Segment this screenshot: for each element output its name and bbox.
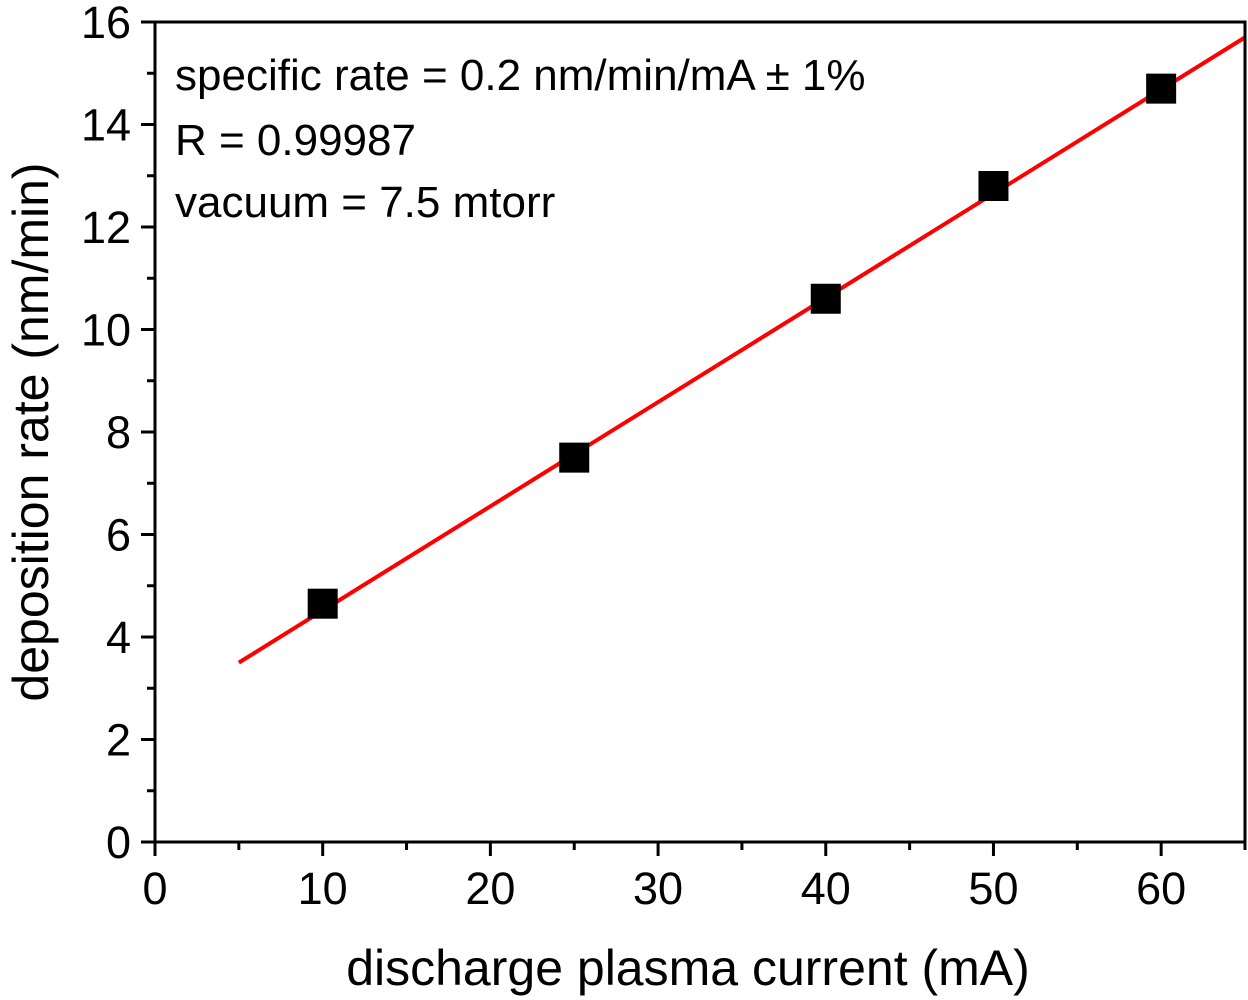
x-tick-label: 0 xyxy=(142,863,167,914)
x-tick-label: 10 xyxy=(298,863,348,914)
points-layer xyxy=(307,73,1177,619)
y-tick-label: 0 xyxy=(106,817,131,868)
x-tick-label: 40 xyxy=(801,863,851,914)
data-point xyxy=(1146,73,1177,104)
y-tick-label: 4 xyxy=(106,612,131,663)
y-tick-label: 2 xyxy=(106,715,131,766)
annotation-vacuum: vacuum = 7.5 mtorr xyxy=(175,178,555,227)
tick-labels: 0 10 20 30 40 50 60 0 2 4 6 8 10 12 14 16 xyxy=(81,0,1186,914)
fit-layer xyxy=(237,35,1247,665)
y-tick-label: 12 xyxy=(81,202,131,253)
major-ticks xyxy=(141,20,1163,856)
y-tick-label: 10 xyxy=(81,305,131,356)
y-tick-label: 8 xyxy=(106,407,131,458)
y-tick-label: 16 xyxy=(81,0,131,48)
annotation-r-value: R = 0.99987 xyxy=(175,116,416,165)
annotation-specific-rate: specific rate = 0.2 nm/min/mA ± 1% xyxy=(175,51,866,100)
data-point xyxy=(810,283,841,314)
fit-line xyxy=(237,35,1247,665)
x-axis-label: discharge plasma current (mA) xyxy=(346,940,1030,996)
y-tick-label: 6 xyxy=(106,510,131,561)
data-point xyxy=(559,442,590,473)
y-tick-label: 14 xyxy=(81,100,131,151)
data-point xyxy=(307,588,338,619)
x-tick-label: 60 xyxy=(1136,863,1186,914)
plot-frame xyxy=(153,20,1247,844)
y-axis-label: deposition rate (nm/min) xyxy=(3,162,59,701)
x-tick-label: 30 xyxy=(633,863,683,914)
x-tick-label: 20 xyxy=(465,863,515,914)
data-point xyxy=(978,171,1009,201)
x-tick-label: 50 xyxy=(968,863,1018,914)
